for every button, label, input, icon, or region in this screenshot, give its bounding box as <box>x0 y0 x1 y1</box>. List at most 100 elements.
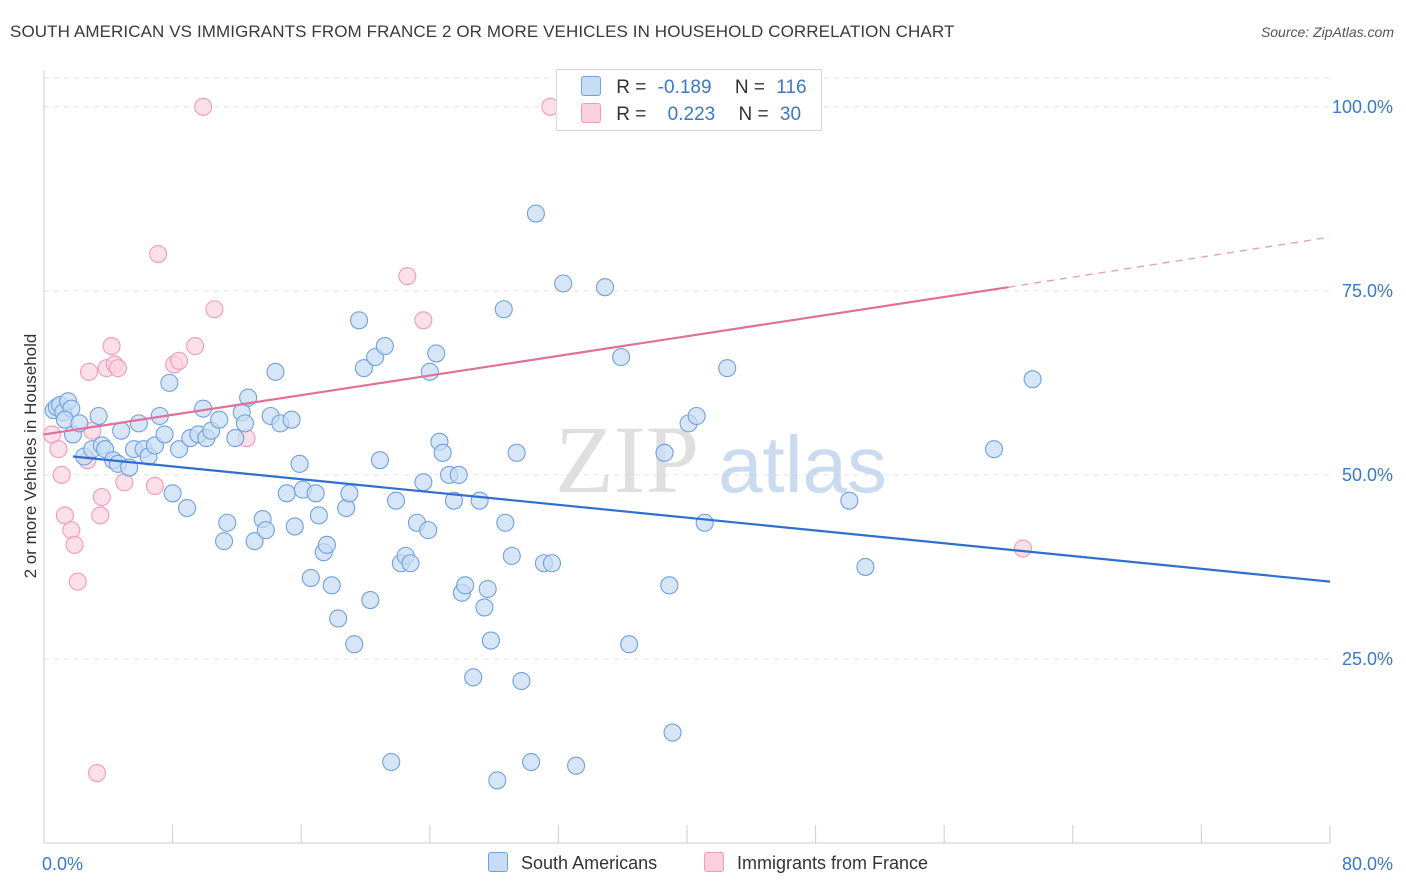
point-south-americans <box>464 668 483 687</box>
point-south-americans <box>375 337 394 356</box>
point-south-americans <box>169 440 189 459</box>
point-south-americans <box>449 465 468 484</box>
point-south-americans <box>266 362 285 381</box>
point-immigrants-from-france <box>87 764 107 783</box>
point-south-americans <box>370 451 390 470</box>
point-south-americans <box>984 440 1004 459</box>
point-south-americans <box>329 609 348 628</box>
point-immigrants-from-france <box>49 440 68 459</box>
x-tick-label: 80.0% <box>1342 854 1393 874</box>
point-south-americans <box>526 204 545 223</box>
point-south-americans <box>620 635 639 654</box>
point-south-americans <box>612 348 631 367</box>
point-south-americans <box>420 362 439 381</box>
point-south-americans <box>350 311 369 330</box>
point-south-americans <box>456 576 475 595</box>
point-south-americans <box>481 631 500 650</box>
trend-line-immigrants-from-france <box>43 286 1009 436</box>
point-south-americans <box>512 671 531 691</box>
trend-lines <box>43 236 1331 583</box>
point-south-americans <box>340 484 359 503</box>
point-south-americans <box>655 443 674 462</box>
point-south-americans <box>210 410 229 429</box>
point-south-americans <box>470 491 489 510</box>
point-immigrants-from-france <box>65 535 84 554</box>
point-south-americans <box>663 723 682 742</box>
point-south-americans <box>178 498 197 518</box>
point-immigrants-from-france <box>52 465 71 484</box>
legend-r-value: -0.189 <box>657 77 712 98</box>
point-south-americans <box>309 506 328 525</box>
trend-line-south-americans <box>72 455 1331 583</box>
legend-row-south-americans: R = -0.189 N = 116 <box>581 76 807 99</box>
point-south-americans <box>433 443 452 462</box>
legend-r-label: R = <box>616 104 647 125</box>
point-south-americans <box>382 752 401 772</box>
point-south-americans <box>496 513 515 532</box>
legend-n-value: 116 <box>776 77 807 98</box>
legend-n-value: 30 <box>779 104 802 125</box>
point-south-americans <box>282 410 301 429</box>
legend-swatch-pink <box>581 103 601 123</box>
point-immigrants-from-france <box>414 311 433 330</box>
point-south-americans <box>301 568 320 588</box>
point-south-americans <box>554 274 573 293</box>
tick-labels: 25.0% 50.0% 75.0% 100.0% 0.0% 80.0% <box>42 97 1393 874</box>
point-immigrants-from-france <box>102 337 121 356</box>
point-south-americans <box>155 425 174 444</box>
series-immigrants-from-france <box>42 97 1033 783</box>
y-tick-label: 100.0% <box>1332 97 1393 117</box>
y-tick-label: 75.0% <box>1342 281 1393 301</box>
axes <box>43 70 1331 844</box>
point-immigrants-from-france <box>398 267 417 286</box>
series-south-americans <box>44 204 1042 790</box>
point-south-americans <box>401 554 420 573</box>
point-immigrants-from-france <box>194 97 213 116</box>
point-south-americans <box>718 359 737 378</box>
point-south-americans <box>595 278 615 297</box>
point-immigrants-from-france <box>79 362 99 381</box>
chart-title: SOUTH AMERICAN VS IMMIGRANTS FROM FRANCE… <box>10 22 955 41</box>
legend-row-immigrants-from-france: R = 0.223 N = 30 <box>581 103 801 126</box>
point-south-americans <box>1023 370 1042 389</box>
x-tick-label: 0.0% <box>42 854 83 874</box>
bottom-legend-immigrants-from-france: Immigrants from France <box>704 852 928 874</box>
y-tick-label: 25.0% <box>1342 649 1393 669</box>
point-immigrants-from-france <box>92 487 111 507</box>
point-immigrants-from-france <box>145 476 164 495</box>
point-immigrants-from-france <box>186 337 205 356</box>
point-south-americans <box>290 454 309 473</box>
point-south-americans <box>427 344 446 363</box>
point-south-americans <box>277 484 296 503</box>
legend-r-label: R = <box>616 77 647 98</box>
point-immigrants-from-france <box>62 521 81 540</box>
point-south-americans <box>502 546 521 565</box>
bottom-legend-swatch-blue <box>488 852 508 872</box>
legend-n-label: N = <box>734 77 765 98</box>
point-south-americans <box>660 576 679 595</box>
point-south-americans <box>478 579 497 599</box>
watermark-zip: ZIP <box>555 406 699 513</box>
bottom-legend-swatch-pink <box>704 852 724 872</box>
point-south-americans <box>361 591 380 610</box>
trend-line-extension-immigrants-from-france <box>1008 236 1331 288</box>
y-axis-label: 2 or more Vehicles in Household <box>21 333 40 579</box>
point-south-americans <box>322 576 341 595</box>
point-south-americans <box>112 421 131 440</box>
point-immigrants-from-france <box>68 572 87 591</box>
point-south-americans <box>567 756 586 775</box>
point-immigrants-from-france <box>169 351 189 370</box>
watermark-atlas: atlas <box>718 420 887 509</box>
point-south-americans <box>507 443 526 462</box>
point-south-americans <box>129 414 148 433</box>
point-south-americans <box>414 473 433 492</box>
point-south-americans <box>695 513 714 532</box>
legend: R = -0.189 N = 116 R = 0.223 N = 30 <box>556 69 822 131</box>
point-south-americans <box>89 406 108 426</box>
point-south-americans <box>306 484 325 503</box>
point-south-americans <box>235 414 254 433</box>
point-immigrants-from-france <box>108 359 127 378</box>
point-south-americans <box>345 635 364 654</box>
point-south-americans <box>856 557 875 576</box>
